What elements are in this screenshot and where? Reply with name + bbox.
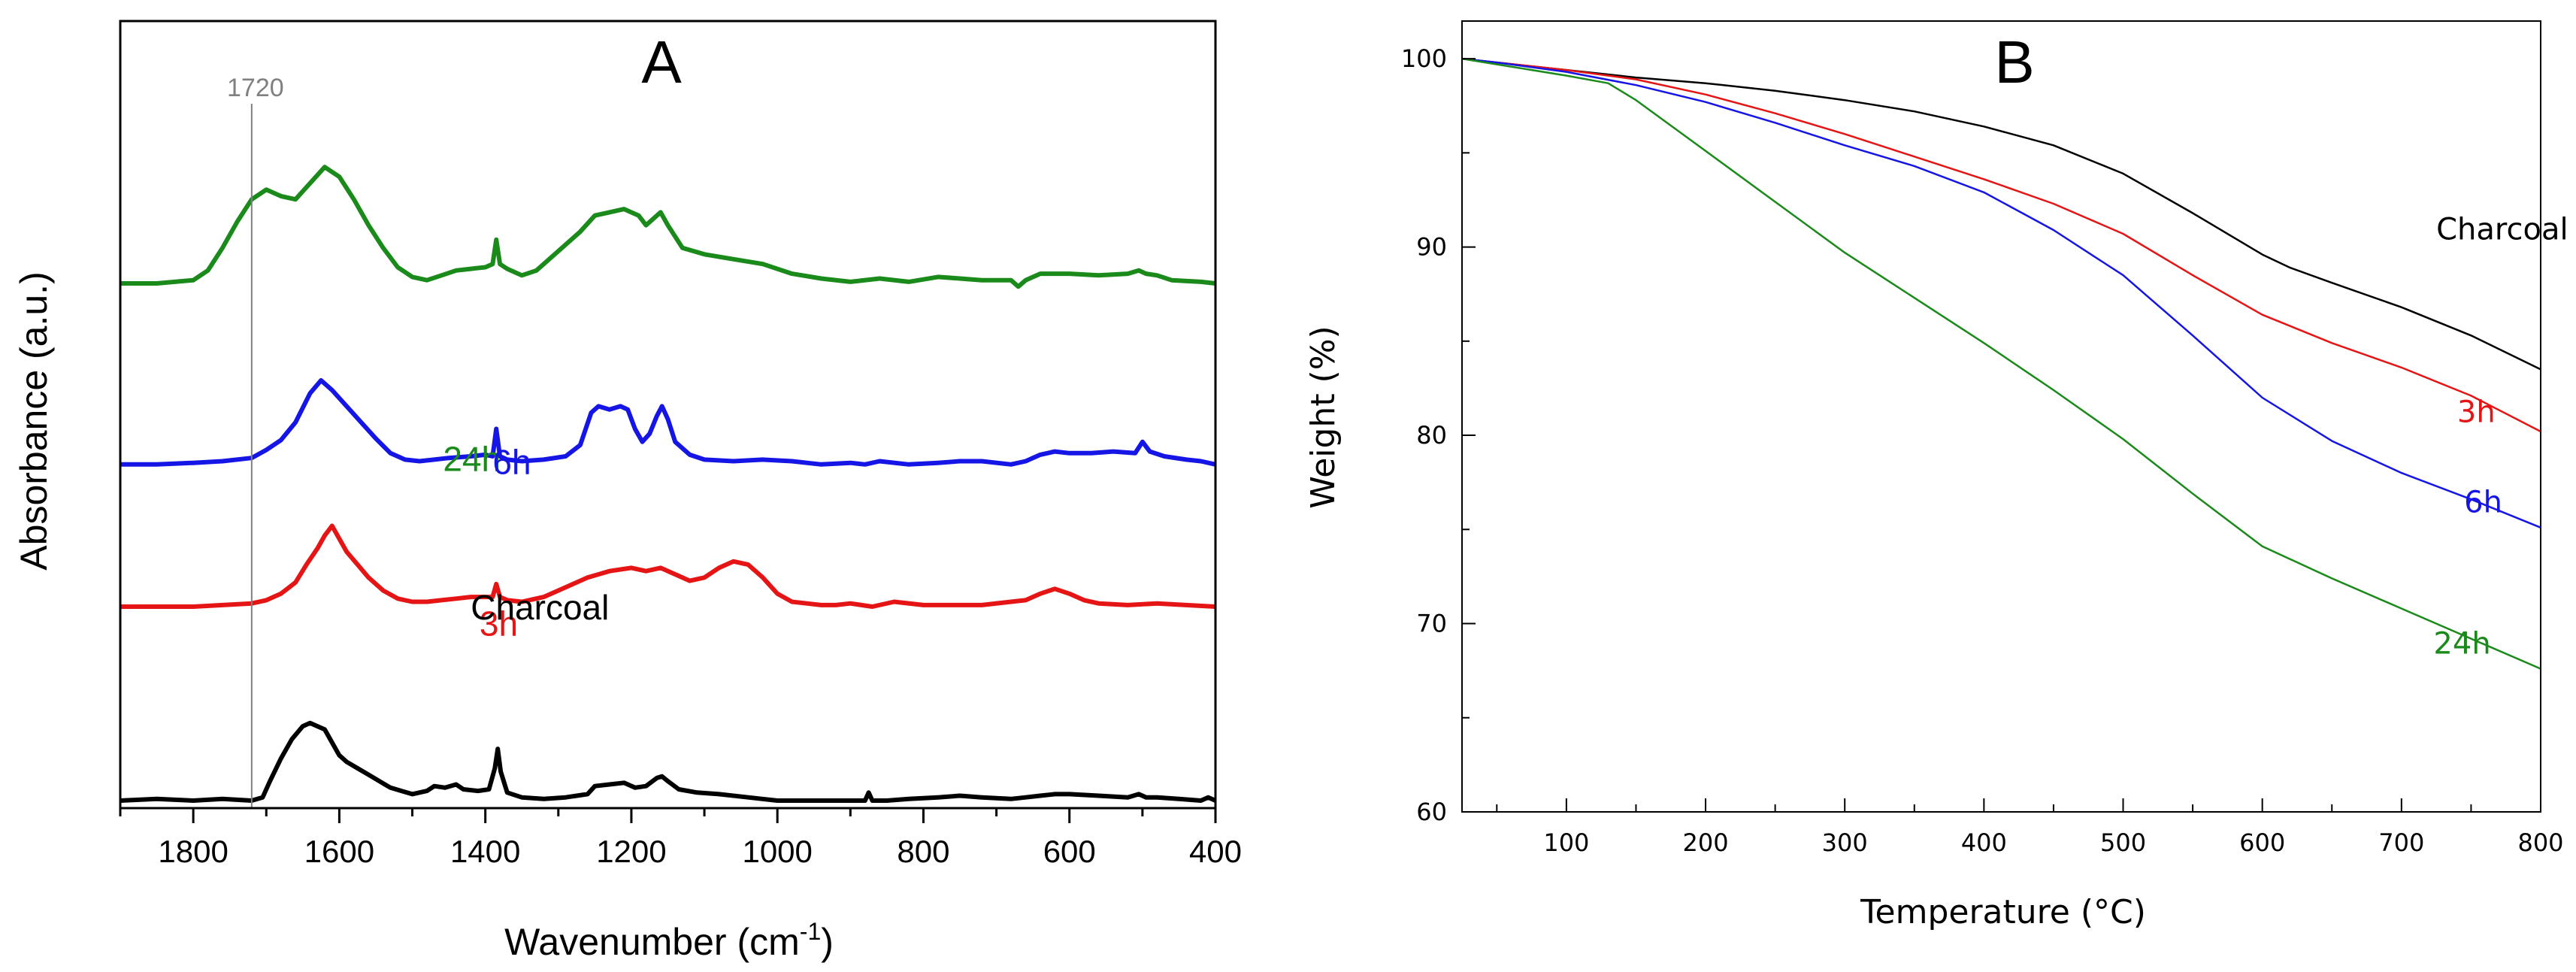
panel-a-series-charcoal-line [120,720,1217,803]
panel-a-plot-frame [119,20,1217,810]
panel-a-x-tick-label-1600: 1600 [304,834,374,869]
panel-b: 100 200 300 400 500 600 700 800 60 70 80 90 100 Cha… [1304,20,2568,931]
panel-a-y-axis-title: Absorbance (a.u.) [13,271,55,570]
panel-b-series-3h-line [1461,57,2541,433]
panel-b-series-label-charcoal: Charcoal [2436,213,2568,247]
panel-a-x-axis-title: Wavenumber (cm-1) [504,918,834,963]
panel-b-series-charcoal-line [1461,57,2541,371]
panel-a-x-axis-title-close: ) [821,921,834,963]
panel-b-series-6h-line [1461,57,2541,528]
panel-b-x-tick-label-500: 500 [2100,828,2146,857]
panel-b-x-axis-title: Temperature (°C) [1860,893,2146,931]
panel-a-series-24h-line [120,165,1216,289]
panel-b-series-24h-line [1461,57,2541,670]
panel-b-x-tick-label-200: 200 [1682,828,1728,857]
panel-b-title: B [1994,29,2034,95]
panel-a-x-axis-title-superscript: -1 [800,918,821,945]
panel-a-title: A [641,29,682,95]
panel-a-x-tick-label-600: 600 [1043,834,1096,869]
panel-b-x-tick-label-700: 700 [2378,828,2424,857]
panel-a-x-ticks: 1800 1600 1400 1200 1000 800 600 400 [119,808,1242,869]
panel-b-x-tick-label-400: 400 [1961,828,2007,857]
panel-b-x-tick-label-800: 800 [2517,828,2563,857]
panel-a-reference-label: 1720 [227,74,284,102]
panel-b-series-label-3h: 3h [2457,395,2496,430]
panel-b-x-tick-label-100: 100 [1543,828,1589,857]
panel-a-x-axis-title-main: Wavenumber (cm [504,921,800,963]
panel-a-x-tick-label-1200: 1200 [596,834,666,869]
panel-a-x-tick-label-1800: 1800 [158,834,228,869]
panel-b-x-ticks: 100 200 300 400 500 600 700 800 [1496,798,2564,857]
panel-a-series-group [120,165,1217,803]
panel-b-y-axis-title: Weight (%) [1304,326,1342,508]
panel-a-x-tick-label-1400: 1400 [450,834,520,869]
panel-b-y-tick-label-80: 80 [1416,421,1447,450]
panel-a-x-tick-label-400: 400 [1189,834,1242,869]
panel-a-series-3h-line [120,523,1216,609]
panel-b-x-tick-label-600: 600 [2239,828,2285,857]
panel-b-y-tick-label-100: 100 [1401,44,1447,73]
panel-a-series-6h-line [120,378,1216,467]
panel-b-y-tick-label-70: 70 [1416,610,1447,638]
panel-b-series-label-24h: 24h [2433,627,2490,662]
panel-a-x-tick-label-800: 800 [897,834,949,869]
panel-b-x-tick-label-300: 300 [1822,828,1868,857]
panel-b-y-tick-label-60: 60 [1416,798,1447,826]
panel-b-series-label-6h: 6h [2464,486,2502,520]
panel-a-series-label-3h: 3h [480,604,518,643]
panel-a-series-label-charcoal: Charcoal [471,588,609,627]
panel-b-series-labels: Charcoal 3h 6h 24h [2433,213,2568,662]
panel-b-plot-frame [1461,20,2541,813]
panel-b-series-group [1461,57,2541,670]
panel-a-x-tick-label-1000: 1000 [742,834,812,869]
panel-b-y-tick-label-90: 90 [1416,233,1447,262]
panel-a-series-label-24h: 24h [443,439,501,478]
panel-a-series-label-6h: 6h [492,443,531,482]
